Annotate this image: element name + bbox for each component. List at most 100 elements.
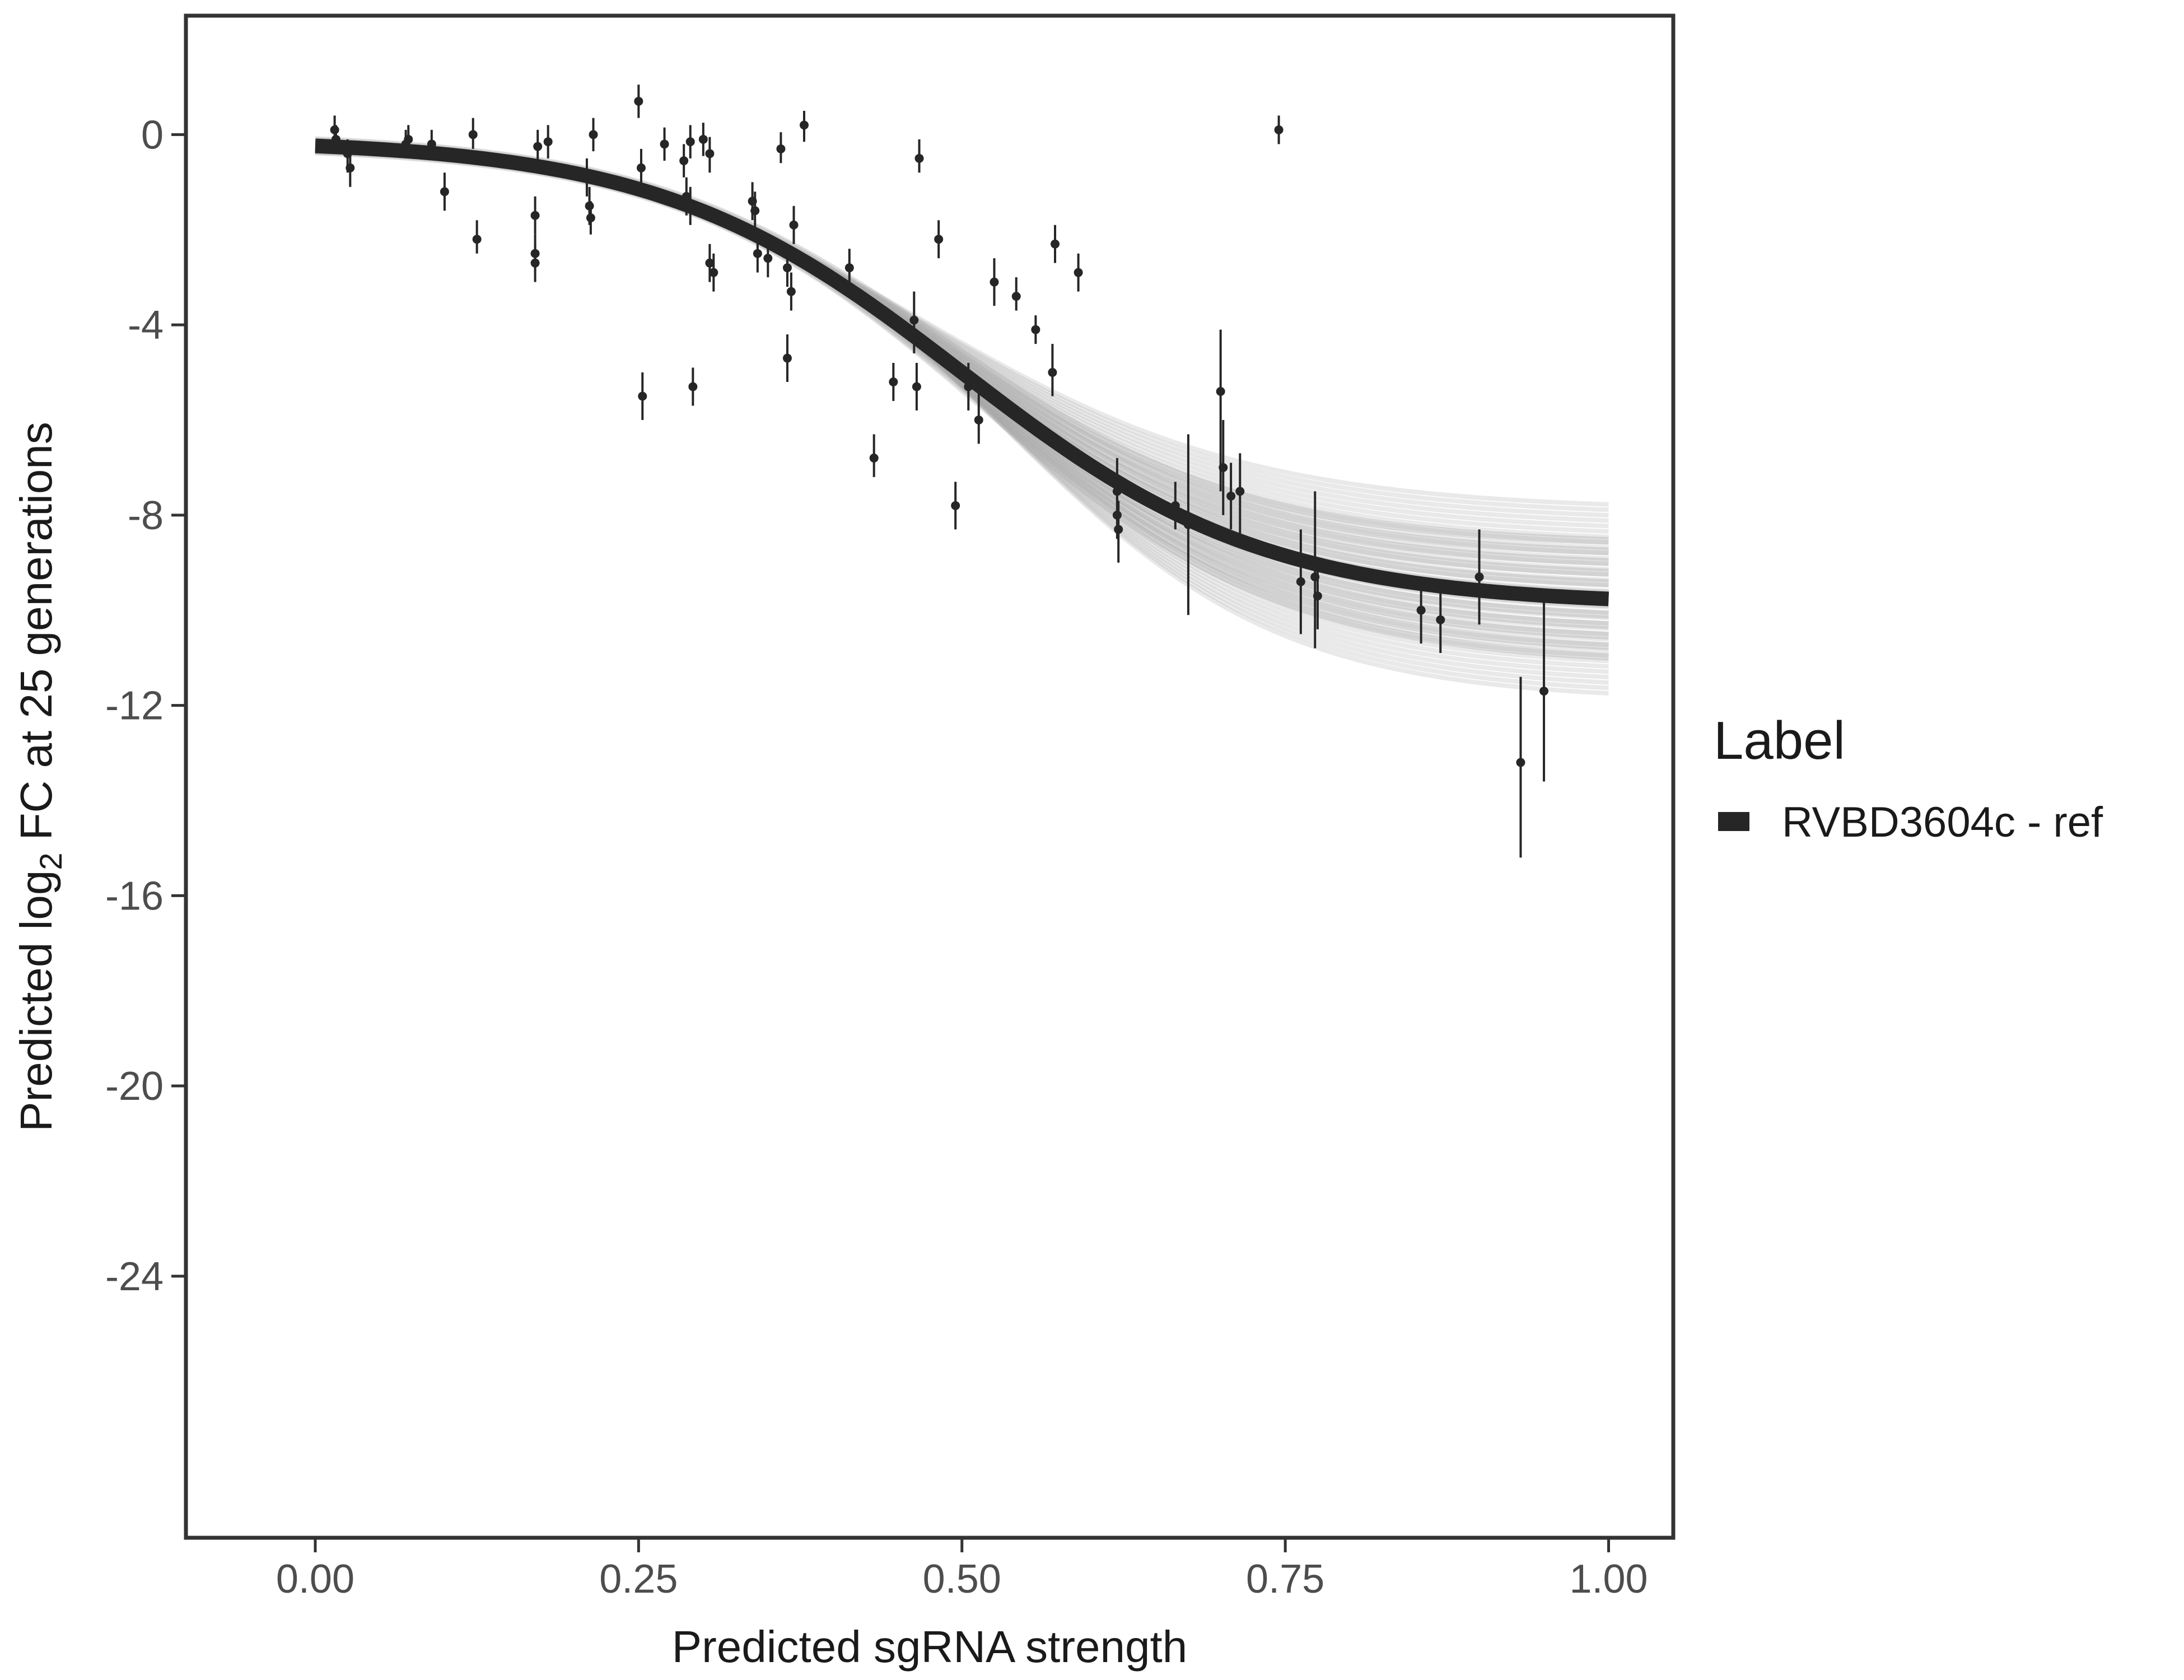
point-marker <box>799 120 809 130</box>
point-marker <box>1114 525 1123 534</box>
point-marker <box>1011 292 1021 301</box>
legend-label: RVBD3604c - ref <box>1782 799 2103 846</box>
point-marker <box>346 163 355 172</box>
point-marker <box>869 453 879 463</box>
data-point <box>660 127 669 161</box>
data-point <box>582 158 591 197</box>
legend: Label RVBD3604c - ref <box>1714 711 2103 846</box>
data-point <box>789 206 799 244</box>
point-marker <box>705 258 715 268</box>
point-marker <box>889 377 898 387</box>
y-tick-label: -20 <box>105 1064 164 1109</box>
data-point <box>698 123 708 156</box>
point-marker <box>1074 268 1083 277</box>
x-axis-title: Predicted sgRNA strength <box>672 1622 1187 1672</box>
point-marker <box>472 235 482 244</box>
point-marker <box>705 149 715 158</box>
point-marker <box>934 235 944 244</box>
data-point <box>912 363 921 410</box>
point-marker <box>1296 577 1305 586</box>
point-marker <box>660 139 669 149</box>
data-point <box>1183 434 1193 615</box>
data-point <box>1048 344 1057 396</box>
data-point <box>682 177 691 216</box>
data-point <box>776 132 786 164</box>
data-point <box>1031 315 1040 344</box>
data-point <box>1226 463 1236 530</box>
point-marker <box>750 206 760 216</box>
point-marker <box>585 201 594 211</box>
point-marker <box>586 213 595 222</box>
point-marker <box>1539 687 1549 696</box>
point-marker <box>582 172 591 182</box>
x-tick-label: 0.50 <box>923 1557 1001 1602</box>
point-marker <box>682 192 691 201</box>
data-point <box>331 125 340 154</box>
fit-curve <box>315 138 1609 606</box>
point-marker <box>698 134 708 144</box>
data-point <box>934 220 944 259</box>
data-point <box>404 125 413 154</box>
data-point <box>1296 529 1305 634</box>
data-point <box>638 372 647 420</box>
data-point <box>1516 676 1525 858</box>
point-marker <box>530 258 540 268</box>
data-point <box>750 192 760 230</box>
data-point <box>909 291 919 354</box>
legend-key-rvbd3604c <box>1718 812 1749 831</box>
point-marker <box>1313 591 1322 601</box>
point-marker <box>951 501 960 510</box>
data-point <box>705 244 715 282</box>
data-point <box>530 196 540 235</box>
y-axis-title-subscript: 2 <box>33 853 68 870</box>
point-marker <box>1416 605 1426 615</box>
data-point <box>844 249 854 287</box>
data-point <box>974 391 983 444</box>
y-axis-title-prefix: Predicted log <box>11 870 61 1132</box>
point-marker <box>440 187 449 197</box>
data-point <box>1539 596 1549 782</box>
data-point <box>786 272 796 311</box>
point-marker <box>330 125 339 134</box>
y-tick-label: -4 <box>128 303 164 348</box>
data-point <box>709 253 718 292</box>
data-point <box>1051 225 1060 263</box>
data-point <box>1474 529 1484 625</box>
point-marker <box>1170 501 1180 510</box>
point-marker <box>1219 463 1228 472</box>
point-marker <box>974 415 983 424</box>
x-tick-label: 0.25 <box>599 1557 678 1602</box>
y-tick-label: -12 <box>105 684 164 729</box>
data-point <box>1235 453 1245 534</box>
point-marker <box>1235 487 1245 496</box>
y-axis: 0 -4 -8 -12 -16 -20 -24 <box>105 113 184 1299</box>
point-marker <box>589 130 598 139</box>
data-point <box>346 148 355 187</box>
data-point <box>799 110 809 142</box>
data-point <box>543 125 553 158</box>
data-point <box>533 129 543 164</box>
point-marker <box>844 263 854 273</box>
x-tick-label: 1.00 <box>1569 1557 1648 1602</box>
point-marker <box>912 382 921 391</box>
point-marker <box>763 254 773 263</box>
data-point <box>472 220 482 254</box>
data-point <box>679 144 689 178</box>
data-points <box>330 85 1549 858</box>
point-marker <box>688 382 698 391</box>
x-tick-label: 0.75 <box>1246 1557 1324 1602</box>
y-axis-title: Predicted log2 FC at 25 generations <box>11 422 68 1131</box>
data-point <box>685 125 695 158</box>
point-marker <box>685 137 695 147</box>
point-marker <box>331 134 340 144</box>
data-point <box>636 148 646 187</box>
y-axis-title-suffix: FC at 25 generations <box>11 422 61 852</box>
data-point <box>763 239 773 278</box>
y-tick-label: -24 <box>105 1254 164 1299</box>
point-marker <box>1183 520 1193 529</box>
point-marker <box>1516 758 1525 767</box>
point-marker <box>782 353 792 363</box>
point-marker <box>685 201 695 211</box>
